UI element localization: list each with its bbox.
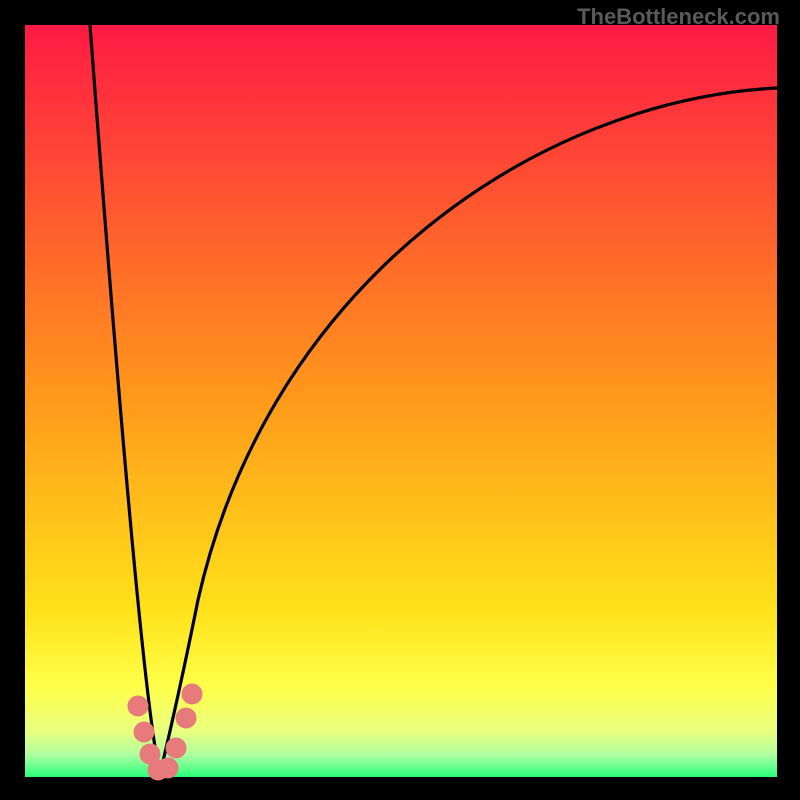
- plot-area: [25, 25, 777, 777]
- watermark-text: TheBottleneck.com: [577, 4, 780, 30]
- chart-container: TheBottleneck.com: [0, 0, 800, 800]
